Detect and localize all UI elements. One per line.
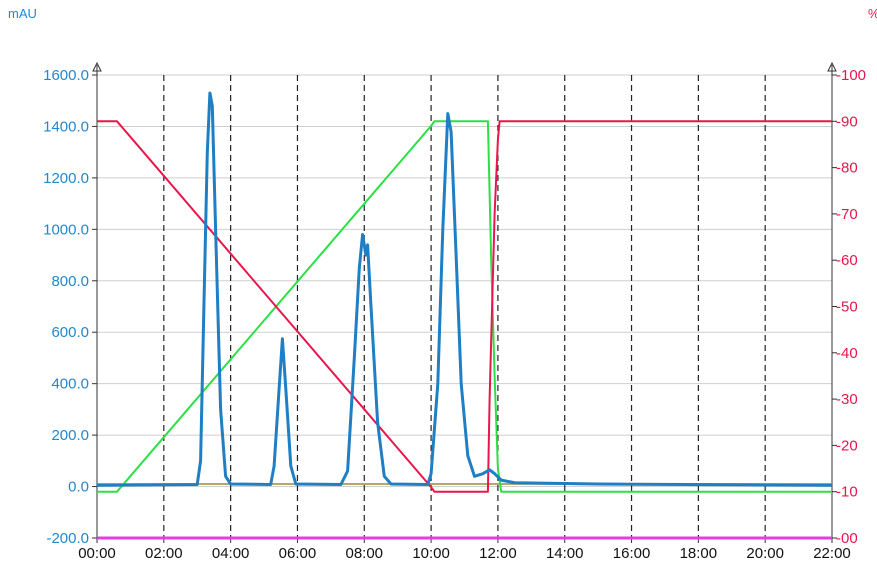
right-tick-label: -100 [836,67,866,84]
right-tick-label: -40 [836,345,858,362]
left-axis-unit: mAU [8,6,37,21]
right-tick-label: -60 [836,252,858,269]
left-tick-label: 1600.0 [43,67,89,84]
left-tick-label: 800.0 [51,273,89,290]
x-tick-label: 08:00 [345,545,383,562]
x-tick-label: 16:00 [613,545,651,562]
left-tick-label: 1400.0 [43,118,89,135]
left-tick-label: 400.0 [51,376,89,393]
right-tick-label: -70 [836,206,858,223]
right-tick-label: -10 [836,484,858,501]
x-tick-label: 06:00 [279,545,317,562]
percent-b-line [97,120,832,493]
x-tick-label: 22:00 [813,545,851,562]
x-tick-label: 14:00 [546,545,584,562]
right-tick-label: -90 [836,113,858,130]
plot-area [97,75,832,538]
left-tick-label: 200.0 [51,427,89,444]
x-tick-label: 20:00 [746,545,784,562]
uv-trace-line [96,91,833,487]
left-tick-label: 1200.0 [43,170,89,187]
right-axis-unit: % [868,6,877,21]
x-tick-label: 04:00 [212,545,250,562]
x-tick-label: 18:00 [680,545,718,562]
right-tick-label: -50 [836,299,858,316]
left-tick-label: 0.0 [68,479,89,496]
left-tick-label: 600.0 [51,324,89,341]
left-tick-label: 1000.0 [43,221,89,238]
right-tick-label: -30 [836,391,858,408]
right-tick-label: -00 [836,530,858,547]
left-tick-label: -200.0 [46,530,89,547]
x-tick-label: 10:00 [412,545,450,562]
left-axis-arrow-icon [92,61,102,72]
x-tick-label: 02:00 [145,545,183,562]
right-tick-label: -80 [836,160,858,177]
right-tick-label: -20 [836,437,858,454]
right-axis-arrow-icon [827,61,837,72]
x-tick-label: 00:00 [78,545,116,562]
x-tick-label: 12:00 [479,545,517,562]
